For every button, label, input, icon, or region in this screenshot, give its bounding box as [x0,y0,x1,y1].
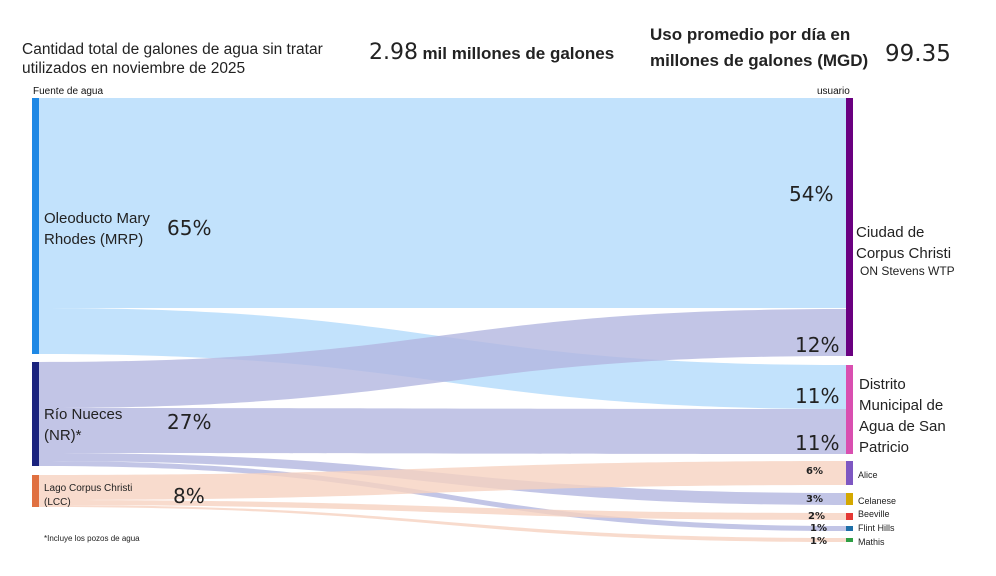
target-node-be [846,513,853,520]
target-node-al [846,461,853,485]
target-node-sp [846,365,853,454]
source-column-label: Fuente de agua [33,86,104,97]
target-label-beeville: Beeville [858,509,890,519]
flow-lcc-be [39,500,846,520]
flow-label-lcc-ma: 1% [810,536,827,547]
flow-nr-sp [39,408,846,454]
flow-nr-cc [39,309,846,408]
source-pct-nr: 27% [167,410,212,434]
target-column-label: usuario [817,86,850,97]
flow-lcc-ma [39,505,846,542]
flow-label-mrp-cc: 54% [789,182,834,206]
source-label-nr: Río Nueces (NR)* [44,406,123,444]
flow-mrp-cc [39,98,846,308]
flow-label-nr-ce: 3% [806,494,823,505]
source-label-lcc: Lago Corpus Christi (LCC) [44,483,133,508]
target-node-cc [846,98,853,356]
target-node-fh [846,526,853,531]
avg-value: 99.35 [885,41,951,67]
source-pct-lcc: 8% [173,484,205,508]
target-label-mathis: Mathis [858,537,885,547]
target-label-flinthills: Flint Hills [858,523,895,533]
source-label-mrp: Oleoducto Mary Rhodes (MRP) [44,210,150,248]
flow-nr-fh [39,461,846,531]
avg-label: Uso promedio por día en millones de galo… [650,25,869,70]
flow-label-lcc-be: 2% [808,511,825,522]
flow-label-lcc-al: 6% [806,466,823,477]
source-pct-mrp: 65% [167,216,212,240]
footnote: *Incluye los pozos de agua [44,534,140,543]
target-label-sp: Distrito Municipal de Agua de San Patric… [859,376,946,456]
flow-lcc-al [39,461,846,500]
flow-label-nr-sp: 11% [795,431,840,455]
flow-label-nr-cc: 12% [795,333,840,357]
flow-label-mrp-sp: 11% [795,384,840,408]
target-node-ma [846,538,853,542]
total-gallons: 2.98 mil millones de galones [369,40,614,65]
total-value: 2.98 [369,40,418,65]
source-node-mrp [32,98,39,354]
source-node-nr [32,362,39,466]
target-label-cc: Ciudad de Corpus Christi [856,224,952,262]
target-sublabel-cc: ON Stevens WTP [860,264,955,278]
description-text: Cantidad total de galones de agua sin tr… [22,41,323,77]
target-node-ce [846,493,853,505]
target-label-celanese: Celanese [858,496,897,506]
source-node-lcc [32,475,39,507]
flow-label-nr-fh: 1% [810,523,827,534]
total-unit: mil millones de galones [422,44,615,63]
target-label-alice: Alice [858,470,878,480]
